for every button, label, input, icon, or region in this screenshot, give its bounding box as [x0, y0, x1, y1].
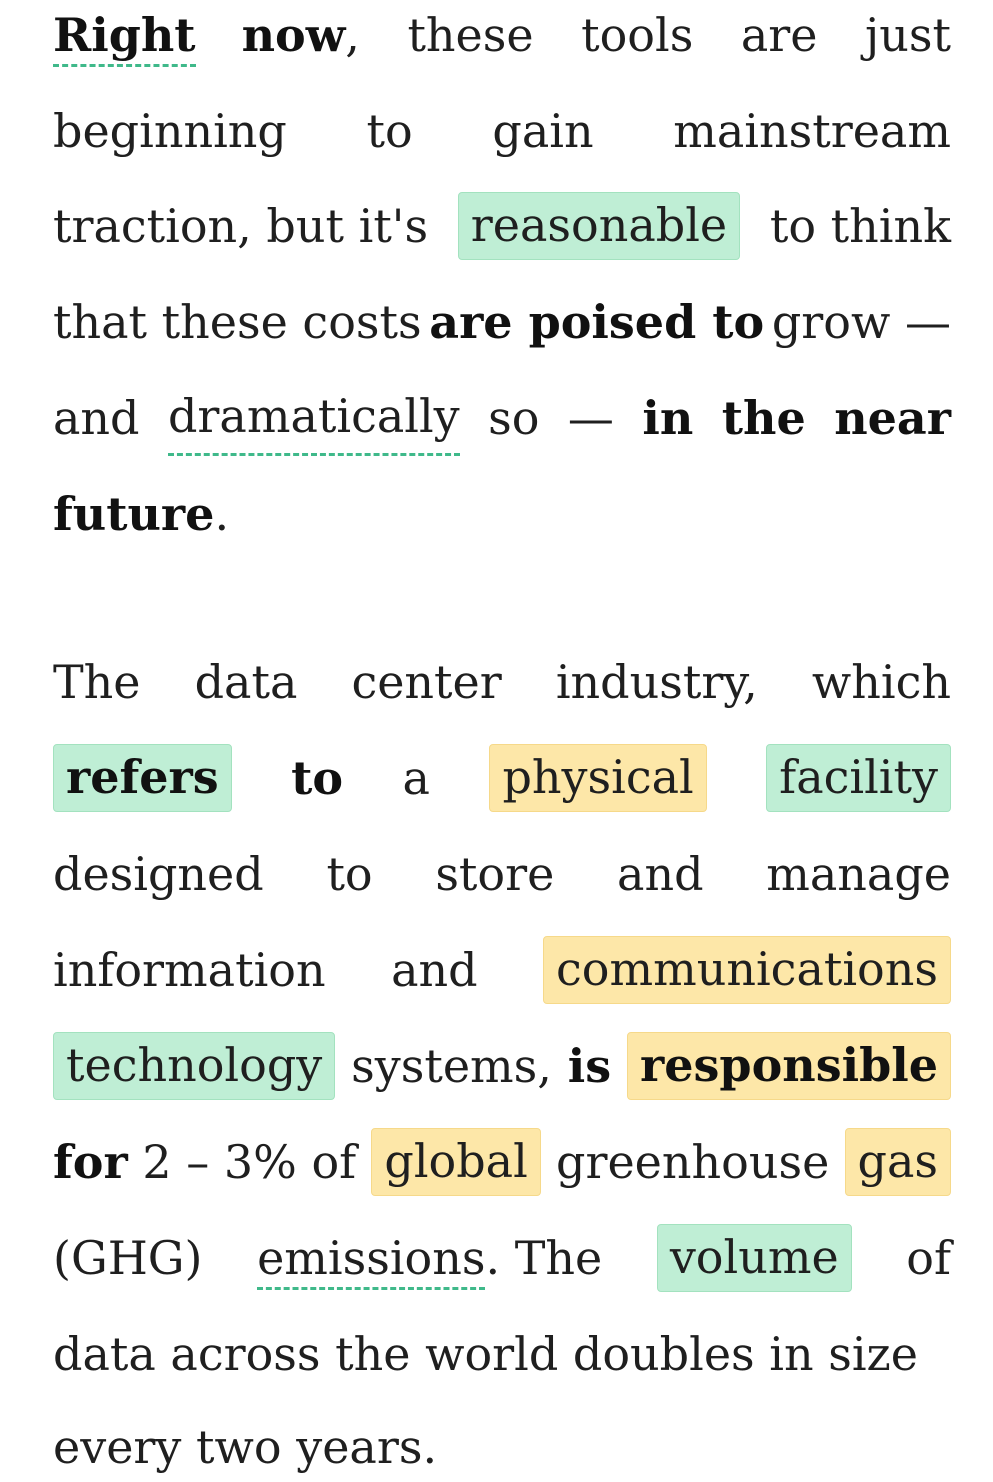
- word-group: emissions. The: [257, 1223, 602, 1293]
- sentence-fragment: every two years.: [53, 1420, 438, 1474]
- vocab-highlight-technology[interactable]: technology: [53, 1032, 336, 1100]
- word: information: [53, 943, 326, 997]
- text-line: Right now, these tools are just: [53, 0, 951, 70]
- period: .: [214, 487, 230, 541]
- text-line: that these costs are poised to grow —: [53, 287, 951, 357]
- comma: ,: [345, 8, 360, 62]
- word: just: [865, 8, 951, 62]
- word: The: [514, 1231, 603, 1285]
- vocab-highlight-responsible[interactable]: responsible: [627, 1032, 951, 1100]
- vocab-highlight-physical[interactable]: physical: [489, 744, 707, 812]
- sentence-fragment: data across the world doubles in size: [53, 1327, 919, 1381]
- vocab-word-dramatically[interactable]: dramatically: [167, 381, 460, 456]
- vocab-word-right[interactable]: Right: [53, 8, 196, 67]
- text-line: future.: [53, 479, 951, 549]
- bold-word-in: in: [642, 391, 694, 445]
- text-line: refers to a physical facility: [53, 743, 951, 813]
- bold-word-to: to: [291, 751, 344, 805]
- period: .: [485, 1231, 501, 1285]
- vocab-highlight-facility[interactable]: facility: [766, 744, 951, 812]
- word: gain: [492, 104, 594, 158]
- text-line: every two years.: [53, 1412, 951, 1482]
- vocab-word-emissions[interactable]: emissions: [257, 1231, 486, 1290]
- vocab-highlight-refers[interactable]: refers: [53, 744, 232, 812]
- word: a: [402, 751, 430, 805]
- word-group: for 2 – 3% of: [53, 1127, 356, 1197]
- word: and: [391, 943, 478, 997]
- em-dash: —: [567, 391, 614, 445]
- word: to: [326, 847, 373, 901]
- percentage-text: 2 – 3% of: [142, 1135, 357, 1189]
- word: center: [351, 655, 502, 709]
- vocab-highlight-global[interactable]: global: [371, 1128, 541, 1196]
- word-group: that these costs: [53, 295, 422, 349]
- word: and: [617, 847, 704, 901]
- text-line: beginning to gain mainstream: [53, 96, 951, 166]
- text-line: The data center industry, which: [53, 647, 951, 717]
- text-line: information and communications: [53, 935, 951, 1005]
- word: so: [488, 391, 540, 445]
- bold-word-future: future: [53, 487, 215, 541]
- text-line: traction, but it's reasonable to think: [53, 191, 951, 261]
- word: and: [53, 391, 140, 445]
- word: The: [53, 655, 141, 709]
- text-line: technology systems, is responsible: [53, 1031, 951, 1101]
- word-group: traction, but it's: [53, 199, 429, 253]
- text-line: designed to store and manage: [53, 839, 951, 909]
- word-group: Right now,: [53, 0, 360, 70]
- word: (GHG): [53, 1231, 203, 1285]
- vocab-highlight-gas[interactable]: gas: [844, 1128, 951, 1196]
- word: mainstream: [673, 104, 951, 158]
- bold-word-near: near: [834, 391, 951, 445]
- text-line: and dramatically so — in the near: [53, 381, 951, 456]
- bold-word-is: is: [567, 1039, 612, 1093]
- word: systems,: [351, 1039, 552, 1093]
- word: of: [906, 1231, 951, 1285]
- word: are: [740, 8, 818, 62]
- vocab-highlight-volume[interactable]: volume: [656, 1224, 852, 1292]
- word: data: [194, 655, 298, 709]
- word: industry,: [555, 655, 758, 709]
- bold-phrase-now: now: [241, 8, 346, 62]
- word: tools: [581, 8, 694, 62]
- word: which: [811, 655, 951, 709]
- text-line: for 2 – 3% of global greenhouse gas: [53, 1127, 951, 1197]
- vocab-highlight-reasonable[interactable]: reasonable: [457, 192, 741, 260]
- text-line: data across the world doubles in size: [53, 1319, 951, 1389]
- word: designed: [53, 847, 264, 901]
- bold-phrase-are-poised-to: are poised to: [429, 295, 765, 349]
- word: these: [407, 8, 534, 62]
- word: manage: [766, 847, 951, 901]
- text-line: (GHG) emissions. The volume of: [53, 1223, 951, 1293]
- word: beginning: [53, 104, 287, 158]
- bold-word-the: the: [721, 391, 806, 445]
- word-group: grow —: [771, 295, 951, 349]
- word: to: [366, 104, 413, 158]
- word: store: [435, 847, 555, 901]
- word-group: to think: [769, 199, 951, 253]
- bold-word-for: for: [53, 1135, 128, 1189]
- word: greenhouse: [556, 1135, 830, 1189]
- vocab-highlight-communications[interactable]: communications: [543, 936, 951, 1004]
